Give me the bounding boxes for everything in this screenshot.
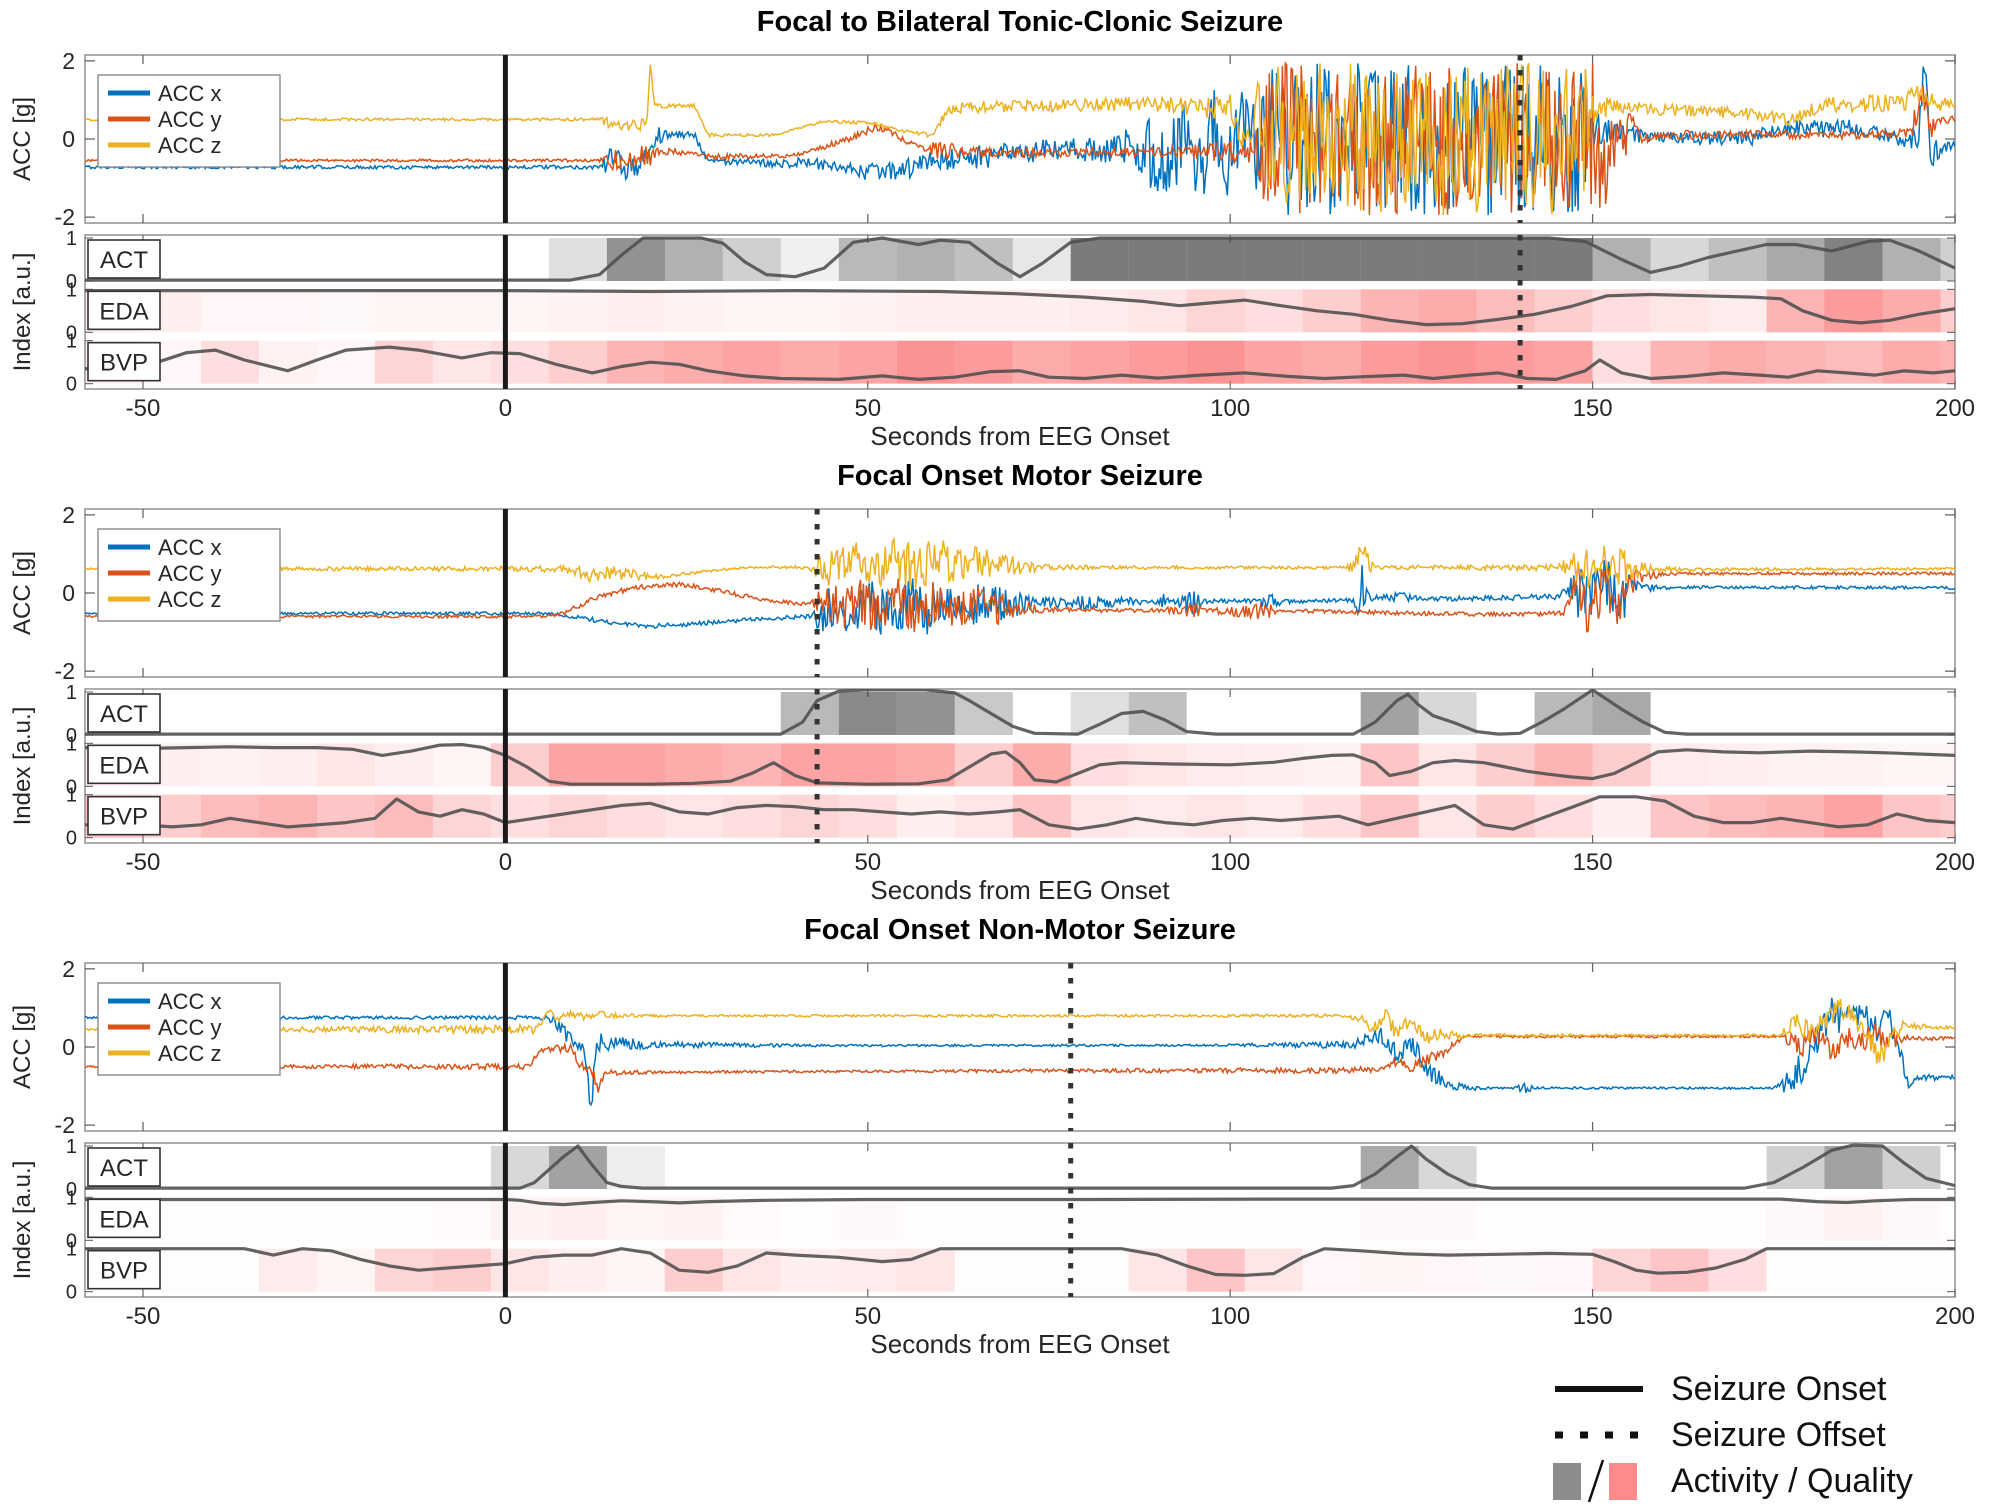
svg-text:0: 0 [62,1034,75,1060]
svg-text:1: 1 [66,1187,77,1209]
svg-text:-50: -50 [126,849,161,876]
svg-text:ACC z: ACC z [158,587,222,612]
svg-text:ACC y: ACC y [158,1015,222,1040]
svg-text:ACC z: ACC z [158,133,222,158]
seizure-onset-line-icon [1555,1386,1643,1392]
svg-text:0: 0 [66,725,77,747]
svg-text:1: 1 [66,682,77,704]
svg-text:0: 0 [66,1282,77,1304]
svg-text:BVP: BVP [100,350,148,377]
panel-nonmotor: Focal Onset Non-Motor Seizure 2 0 -2 1 0 ACT 1… [0,914,2000,1362]
svg-text:-50: -50 [126,1303,161,1330]
svg-text:0: 0 [66,271,77,293]
svg-text:ACC x: ACC x [158,989,222,1014]
svg-text:BVP: BVP [100,804,148,831]
svg-text:BVP: BVP [100,1258,148,1285]
svg-text:50: 50 [854,849,881,876]
svg-text:Index [a.u.]: Index [a.u.] [9,1161,36,1280]
svg-text:ACC y: ACC y [158,107,222,132]
legend-row-offset: Seizure Offset [1545,1412,1913,1458]
svg-text:ACC y: ACC y [158,561,222,586]
svg-text:2: 2 [62,48,75,74]
svg-text:150: 150 [1573,1303,1613,1330]
svg-text:-2: -2 [55,204,75,230]
panel-title-nonmotor: Focal Onset Non-Motor Seizure [804,914,1236,946]
svg-text:100: 100 [1210,1303,1250,1330]
svg-text:150: 150 [1573,849,1613,876]
svg-text:ACC [g]: ACC [g] [9,1005,36,1089]
legend-onset-label: Seizure Onset [1671,1369,1887,1408]
svg-text:0: 0 [66,776,77,798]
panel-title-motor: Focal Onset Motor Seizure [837,460,1203,492]
svg-text:50: 50 [854,1303,881,1330]
svg-text:ACC [g]: ACC [g] [9,551,36,635]
svg-text:50: 50 [854,395,881,422]
svg-text:EDA: EDA [99,752,148,779]
svg-text:Seconds from EEG Onset: Seconds from EEG Onset [870,875,1170,905]
svg-text:ACC x: ACC x [158,535,222,560]
svg-text:1: 1 [66,785,77,807]
legend-activity-quality-label: Activity / Quality [1671,1461,1913,1500]
panel-motor: Focal Onset Motor Seizure 2 0 -2 1 0 ACT 1 0 EDA… [0,460,2000,908]
svg-text:1: 1 [66,733,77,755]
svg-text:0: 0 [66,374,77,396]
svg-text:-2: -2 [55,658,75,684]
svg-text:1: 1 [66,279,77,301]
svg-text:0: 0 [66,1230,77,1252]
svg-text:0: 0 [66,1179,77,1201]
svg-text:1: 1 [66,228,77,250]
svg-text:150: 150 [1573,395,1613,422]
svg-text:1: 1 [66,331,77,353]
svg-text:0: 0 [499,395,512,422]
svg-text:0: 0 [66,828,77,850]
svg-text:100: 100 [1210,395,1250,422]
svg-text:0: 0 [499,1303,512,1330]
svg-text:0: 0 [62,126,75,152]
activity-quality-swatch-icon [1553,1459,1637,1503]
seizure-offset-dotted-line-icon [1555,1431,1643,1439]
svg-text:EDA: EDA [99,298,148,325]
svg-text:0: 0 [66,322,77,344]
panel-ftbtc: Focal to Bilateral Tonic-Clonic Seizure … [0,6,2000,454]
svg-text:200: 200 [1935,395,1975,422]
svg-text:2: 2 [62,956,75,982]
svg-text:Seconds from EEG Onset: Seconds from EEG Onset [870,421,1170,451]
svg-text:Index [a.u.]: Index [a.u.] [9,707,36,826]
legend-row-activity-quality: Activity / Quality [1545,1458,1913,1504]
svg-text:ACT: ACT [100,701,148,728]
svg-text:1: 1 [66,1239,77,1261]
svg-text:-50: -50 [126,395,161,422]
svg-text:0: 0 [499,849,512,876]
svg-text:200: 200 [1935,849,1975,876]
svg-text:0: 0 [62,580,75,606]
panel-title-ftbtc: Focal to Bilateral Tonic-Clonic Seizure [756,6,1284,38]
svg-text:ACC [g]: ACC [g] [9,97,36,181]
svg-text:Seconds from EEG Onset: Seconds from EEG Onset [870,1329,1170,1359]
svg-text:100: 100 [1210,849,1250,876]
svg-text:ACC x: ACC x [158,81,222,106]
legend-row-onset: Seizure Onset [1545,1366,1913,1412]
figure: Focal to Bilateral Tonic-Clonic Seizure … [0,6,2000,1503]
svg-text:Index [a.u.]: Index [a.u.] [9,253,36,372]
svg-text:-2: -2 [55,1112,75,1138]
figure-legend: Seizure Onset Seizure Offset Activity / … [1545,1366,1913,1504]
svg-text:2: 2 [62,502,75,528]
svg-text:ACC z: ACC z [158,1041,222,1066]
legend-offset-label: Seizure Offset [1671,1415,1886,1454]
svg-text:EDA: EDA [99,1206,148,1233]
svg-text:1: 1 [66,1136,77,1158]
svg-text:200: 200 [1935,1303,1975,1330]
svg-text:ACT: ACT [100,1155,148,1182]
svg-text:ACT: ACT [100,247,148,274]
